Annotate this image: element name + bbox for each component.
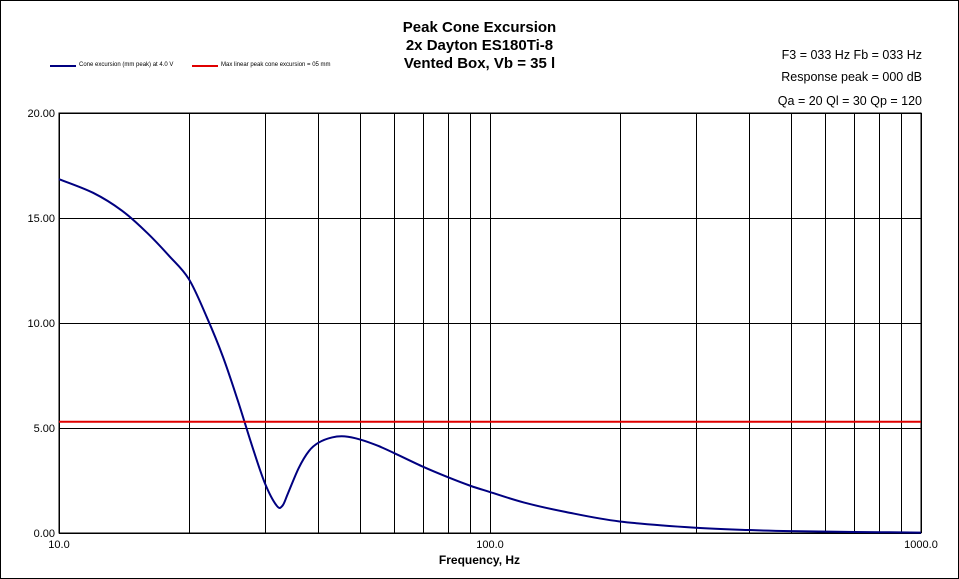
legend-label-excursion: Cone excursion (mm peak) at 4.0 V [79,62,174,68]
series-line-cone-excursion [58,178,922,534]
annotation-q-values: Qa = 20 Ql = 30 Qp = 120 [777,94,922,108]
chart-title-line-2: 2x Dayton ES180Ti-8 [405,37,554,54]
chart-title-line-3: Vented Box, Vb = 35 l [403,55,556,72]
x-tick-label: 1000.0 [904,539,938,551]
y-tick-label: 15.00 [27,213,55,225]
gridlines [59,113,922,534]
chart-title-line-1: Peak Cone Excursion [402,19,557,36]
y-tick-label: 10.00 [27,318,55,330]
x-tick-label: 100.0 [476,539,504,551]
tick-labels: 0.00 5.00 10.00 15.00 20.00 10.0 100.0 1000.0 [27,108,937,551]
legend-swatch-excursion [50,65,76,67]
series-layer [58,178,922,534]
y-tick-label: 0.00 [34,528,55,540]
x-tick-label: 10.0 [48,539,69,551]
x-axis-label: Frequency, Hz [438,553,521,567]
legend-swatch-max-linear [192,65,218,67]
legend-label-max-linear: Max linear peak cone excursion = 05 mm [221,62,331,68]
y-tick-label: 5.00 [34,423,55,435]
y-tick-label: 20.00 [27,108,55,120]
annotation-response-peak: Response peak = 000 dB [781,70,922,84]
annotation-f3-fb: F3 = 033 Hz Fb = 033 Hz [781,48,922,62]
